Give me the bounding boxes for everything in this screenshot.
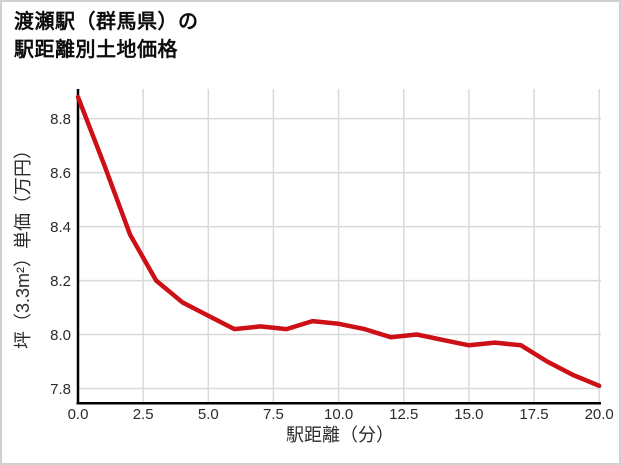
x-tick-label: 15.0 (454, 406, 483, 423)
y-tick-label: 8.8 (50, 111, 71, 128)
chart-title-line2: 駅距離別土地価格 (14, 39, 178, 61)
x-axis-label: 駅距離（分） (286, 425, 394, 445)
chart-title-line1: 渡瀬駅（群馬県）の (14, 11, 199, 33)
y-tick-label: 8.6 (50, 165, 71, 182)
price-line-series (75, 94, 602, 389)
gridlines (78, 89, 601, 402)
y-axis-label: 坪（3.3m²）単価（万円） (13, 140, 33, 350)
y-tick-label: 8.0 (50, 327, 71, 344)
x-tick-label: 12.5 (389, 406, 418, 423)
x-tick-label: 20.0 (585, 406, 614, 423)
x-tick-label: 5.0 (198, 406, 219, 423)
y-tick-label: 8.4 (50, 219, 71, 236)
x-tick-labels: 0.0 2.5 5.0 7.5 10.0 12.5 15.0 17.5 20.0 (68, 406, 614, 423)
x-tick-label: 10.0 (324, 406, 353, 423)
x-tick-label: 17.5 (519, 406, 548, 423)
x-tick-label: 2.5 (133, 406, 154, 423)
y-tick-label: 7.8 (50, 381, 71, 398)
chart-title: 渡瀬駅（群馬県）の 駅距離別土地価格 (14, 8, 199, 64)
x-tick-label: 7.5 (263, 406, 284, 423)
y-tick-label: 8.2 (50, 273, 71, 290)
y-tick-labels: 7.8 8.0 8.2 8.4 8.6 8.8 (50, 111, 71, 398)
x-tick-label: 0.0 (68, 406, 89, 423)
